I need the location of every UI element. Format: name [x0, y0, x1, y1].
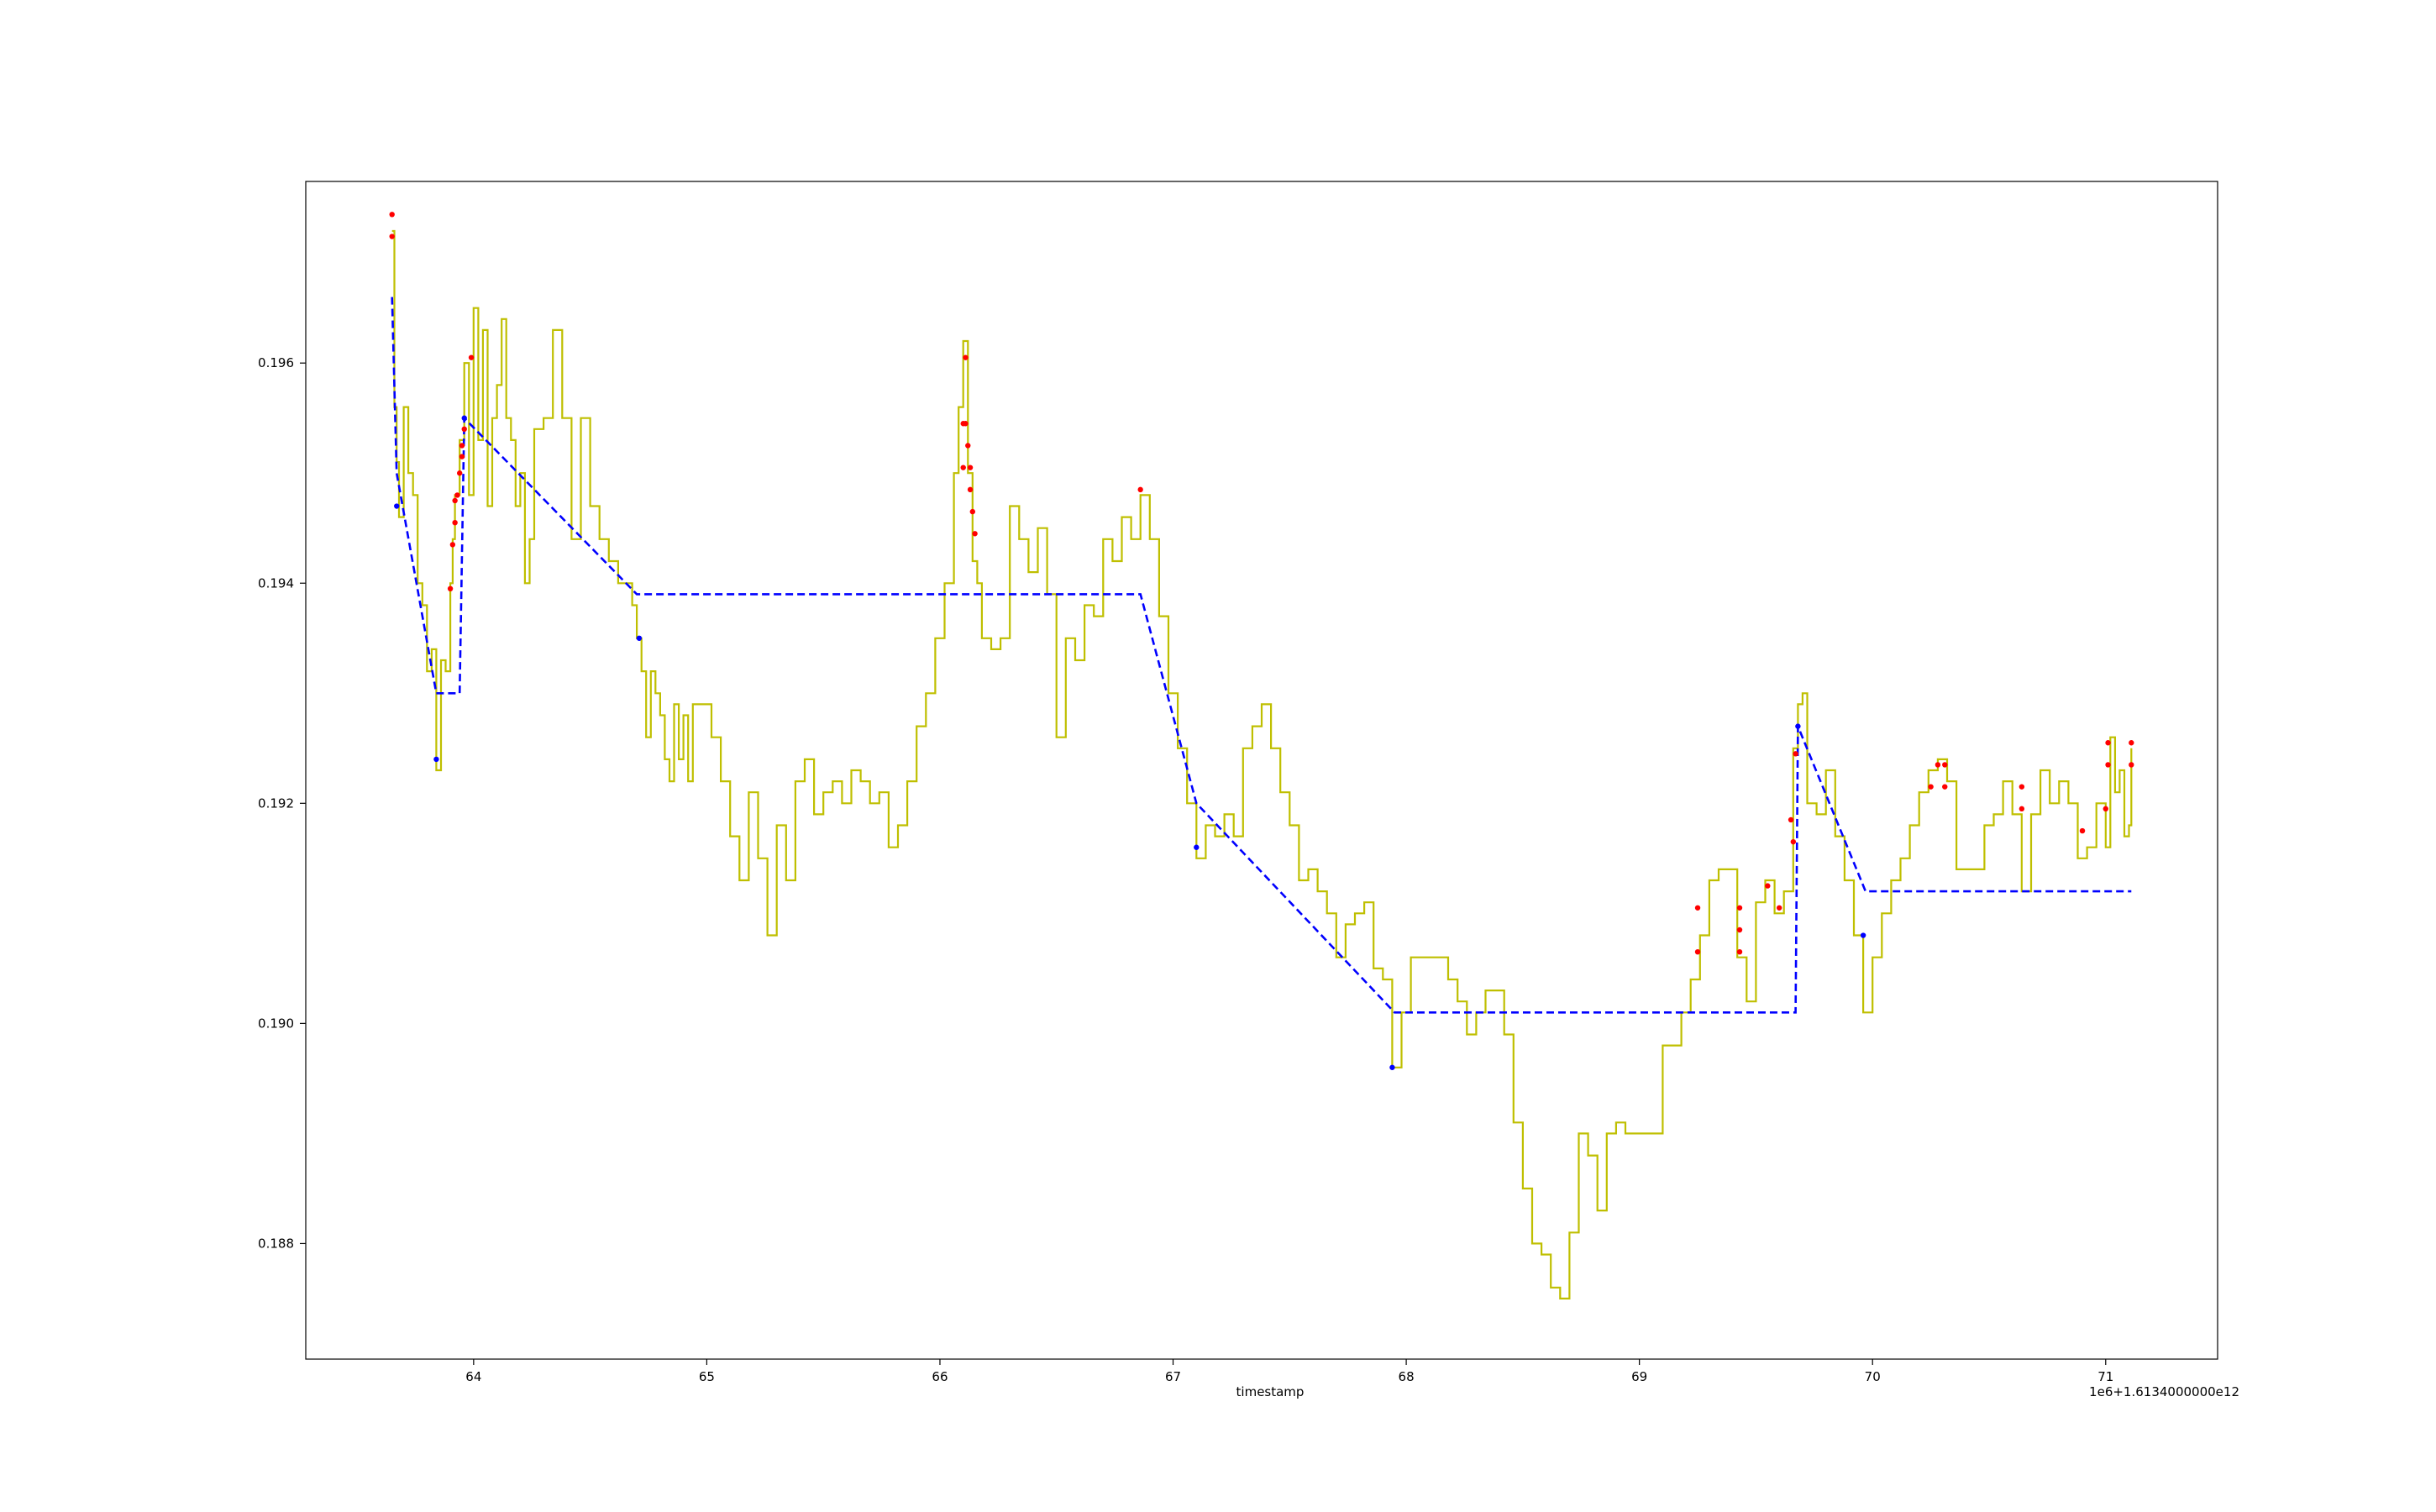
blue-point	[394, 503, 400, 509]
y-tick-label: 0.192	[258, 795, 294, 811]
red-point	[1694, 905, 1701, 911]
red-point	[452, 519, 458, 526]
red-point	[1765, 883, 1771, 889]
red-point	[967, 486, 974, 493]
red-point	[1790, 838, 1797, 845]
x-tick-label: 65	[699, 1369, 715, 1384]
red-point	[456, 470, 463, 476]
x-tick-label: 68	[1399, 1369, 1415, 1384]
blue-point	[433, 756, 439, 763]
red-point	[1736, 948, 1743, 955]
red-point	[1793, 751, 1798, 757]
y-tick-label: 0.190	[258, 1016, 294, 1031]
red-point	[389, 234, 395, 239]
x-tick-label: 66	[932, 1369, 948, 1384]
red-point	[1776, 905, 1782, 911]
red-point	[2129, 740, 2134, 746]
x-axis-label: timestamp	[1236, 1384, 1305, 1399]
red-point	[452, 497, 458, 504]
axes-frame	[305, 181, 2218, 1360]
red-point	[963, 421, 969, 427]
red-point	[459, 454, 465, 459]
red-point	[969, 508, 976, 515]
red-point	[2105, 740, 2111, 746]
x-tick-label: 67	[1165, 1369, 1181, 1384]
x-tick-label: 70	[1865, 1369, 1881, 1384]
red-point	[2103, 806, 2108, 812]
x-tick-label: 71	[2097, 1369, 2113, 1384]
red-point	[1694, 948, 1701, 955]
red-point	[2079, 827, 2086, 834]
red-point	[461, 426, 467, 433]
blue-point	[1795, 723, 1801, 729]
red-point	[447, 585, 454, 592]
trend-dashed-line	[391, 297, 2132, 1014]
x-offset-label: 1e6+1.6134000000e12	[2089, 1384, 2239, 1399]
red-point	[972, 531, 978, 537]
red-point	[2019, 784, 2025, 790]
red-point	[1736, 927, 1743, 933]
red-point	[1935, 762, 1941, 768]
y-tick-label: 0.194	[258, 575, 294, 591]
red-point	[1928, 784, 1934, 790]
y-tick-label: 0.188	[258, 1236, 294, 1251]
price-step-line	[391, 229, 2133, 1299]
red-point	[449, 542, 456, 548]
blue-point	[1194, 844, 1200, 850]
blue-point	[1860, 932, 1866, 938]
red-point	[967, 465, 974, 470]
red-point	[1788, 816, 1794, 823]
red-point	[965, 443, 971, 449]
red-point	[963, 354, 969, 360]
red-point	[454, 492, 460, 498]
plot-area: 64 65 66 67 68 69 70 71 0.188 0.190 0.192 0.194 0.19…	[258, 181, 2239, 1399]
red-point	[1137, 486, 1143, 493]
red-point	[468, 354, 475, 360]
blue-point	[636, 635, 643, 641]
red-point	[960, 465, 966, 470]
red-point	[2019, 806, 2025, 812]
x-tick-label: 64	[465, 1369, 481, 1384]
red-point	[2129, 762, 2134, 768]
y-tick-label: 0.196	[258, 355, 294, 370]
red-point	[389, 212, 395, 218]
red-point	[1942, 784, 1948, 790]
blue-point	[1389, 1064, 1395, 1070]
red-point	[459, 443, 465, 449]
red-point	[1736, 905, 1743, 911]
x-tick-label: 69	[1631, 1369, 1647, 1384]
blue-point	[461, 415, 467, 421]
red-point	[1942, 762, 1948, 768]
red-point	[2105, 762, 2111, 768]
